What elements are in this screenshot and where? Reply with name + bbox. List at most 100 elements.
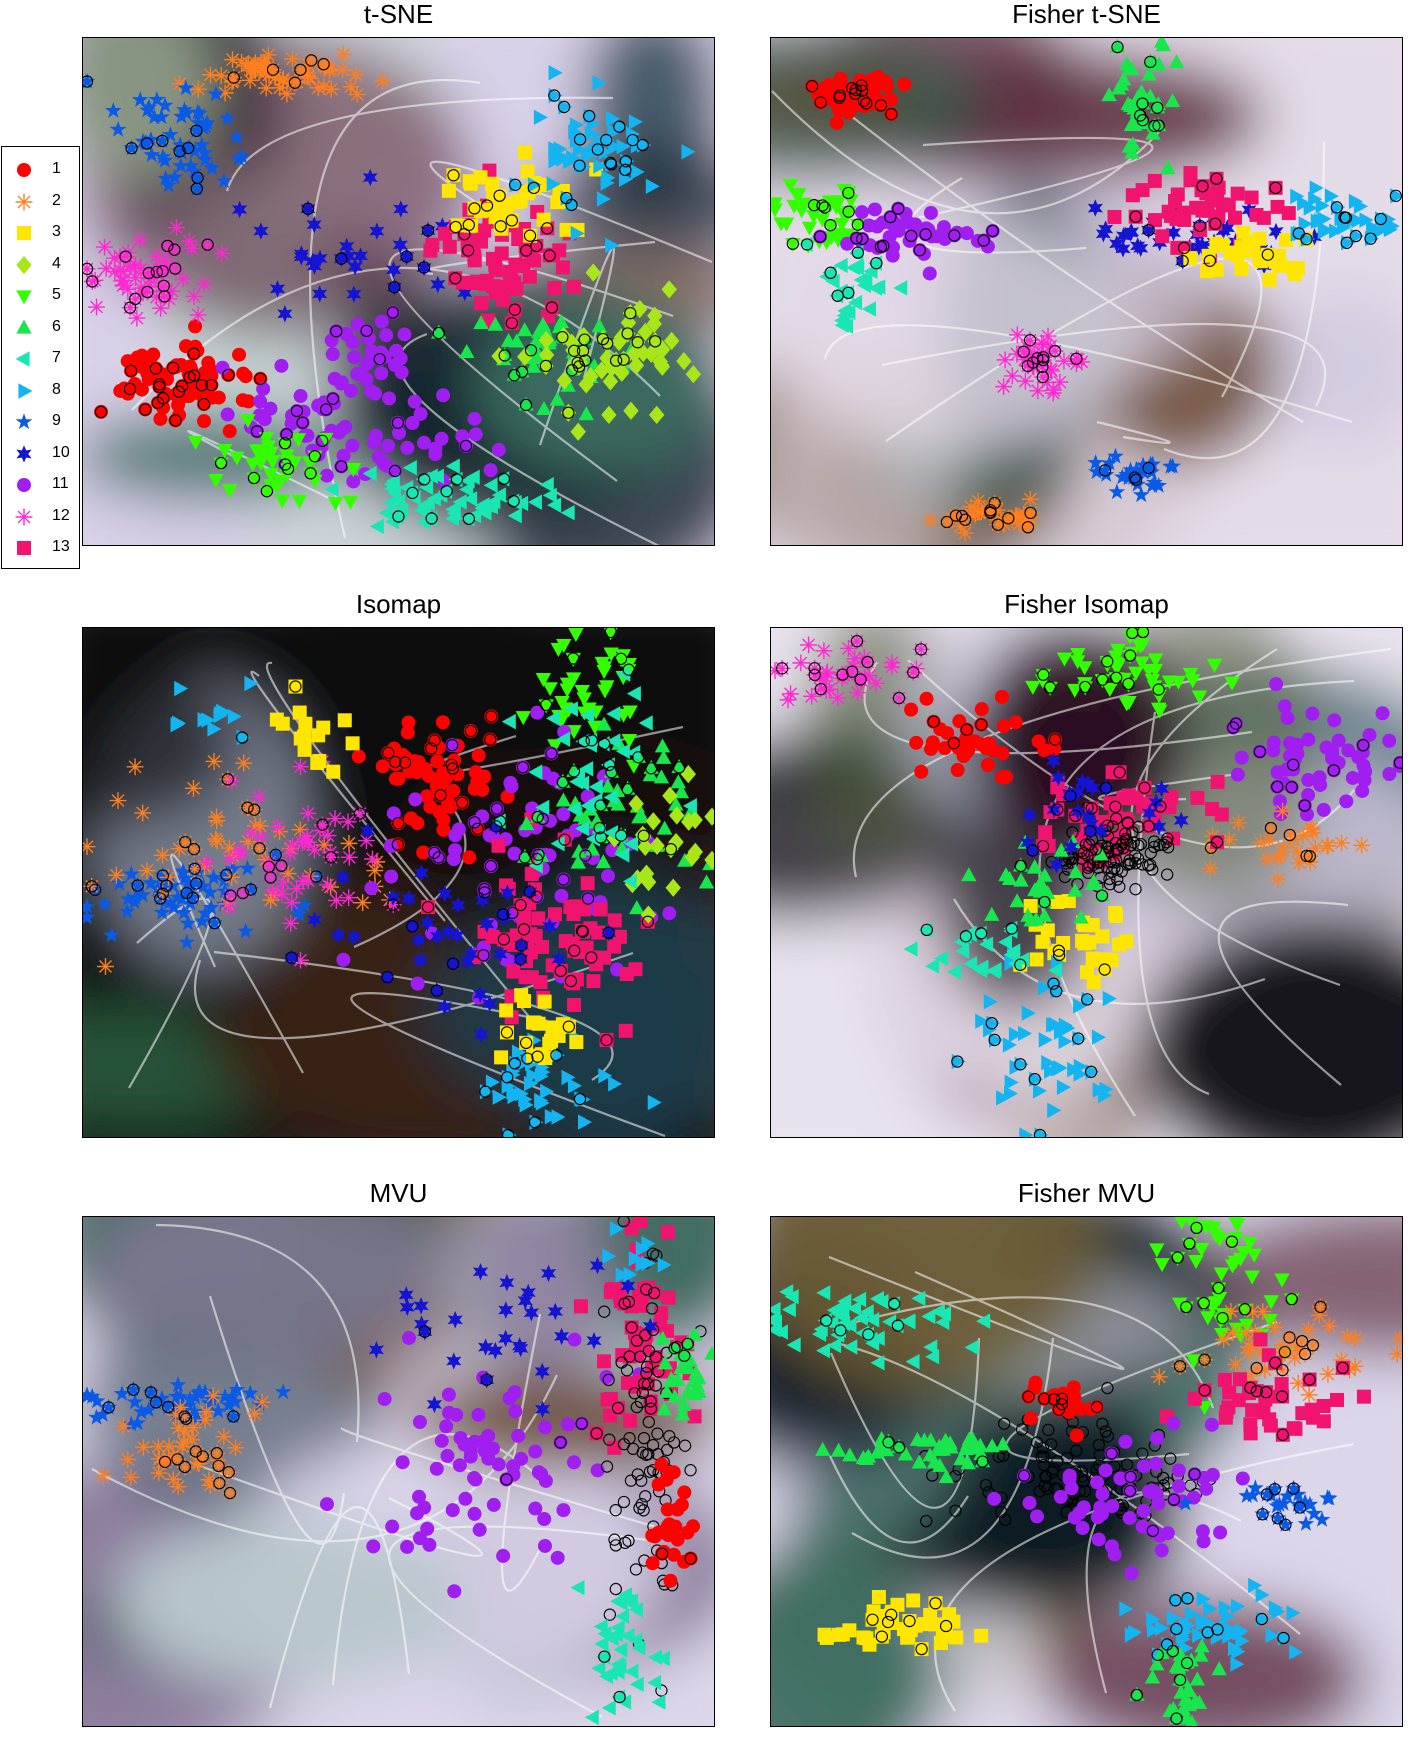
point-class-11	[439, 1419, 454, 1434]
misclassified-ring	[392, 510, 405, 523]
point-class-7	[867, 255, 882, 271]
point-class-7	[998, 934, 1013, 950]
point-class-10	[1141, 221, 1157, 239]
misclassified-ring	[1023, 334, 1037, 347]
point-class-9	[134, 886, 151, 903]
point-class-10	[1046, 752, 1062, 770]
point-class-10	[460, 953, 476, 971]
point-class-7	[402, 460, 417, 476]
point-class-8	[227, 708, 242, 725]
misclassified-ring	[564, 974, 578, 988]
misclassified-ring	[1275, 1390, 1289, 1403]
point-class-2	[299, 67, 317, 85]
point-class-2	[1353, 836, 1371, 854]
point-class-3	[1085, 951, 1100, 966]
point-class-9	[138, 134, 156, 151]
point-class-2	[969, 502, 987, 520]
misclassified-ring	[1212, 1281, 1225, 1295]
misclassified-ring	[1111, 40, 1124, 54]
point-class-12	[160, 290, 178, 308]
misclassified-ring	[557, 873, 570, 886]
misclassified-ring	[1070, 352, 1083, 365]
misclassified-point	[609, 1504, 622, 1517]
misclassified-ring	[1167, 1493, 1181, 1506]
point-class-10	[1075, 772, 1091, 791]
legend-label: 1	[52, 160, 61, 177]
misclassified-ring	[1271, 780, 1284, 793]
misclassified-ring	[1170, 1712, 1183, 1725]
point-class-2	[196, 1411, 214, 1429]
point-class-7	[391, 493, 406, 510]
misclassified-ring	[1340, 236, 1353, 249]
point-class-10	[404, 917, 420, 936]
point-class-7	[495, 471, 510, 487]
point-class-3	[485, 176, 500, 191]
misclassified-ring	[614, 652, 628, 665]
point-class-6	[643, 759, 659, 774]
point-class-5	[187, 435, 204, 450]
legend-label: 10	[52, 443, 70, 461]
point-class-5	[596, 664, 612, 679]
point-class-6	[998, 867, 1014, 882]
misclassified-ring	[1096, 673, 1109, 686]
point-class-2	[1388, 1345, 1402, 1363]
point-class-12	[299, 805, 317, 822]
legend-label: 2	[52, 191, 61, 209]
misclassified-point	[630, 1400, 644, 1414]
point-class-7	[622, 873, 637, 890]
point-class-1	[201, 370, 216, 385]
point-class-8	[548, 87, 563, 104]
legend-entry-4: 4	[2, 250, 81, 280]
misclassified-point	[646, 1247, 660, 1260]
point-class-5	[515, 711, 531, 726]
point-class-3	[933, 1636, 948, 1650]
point-class-3	[1029, 952, 1044, 967]
misclassified-ring	[1098, 963, 1111, 976]
point-class-7	[616, 666, 631, 682]
point-class-4	[611, 332, 627, 352]
point-class-8	[615, 1267, 630, 1283]
point-class-13	[1177, 212, 1192, 227]
point-class-7	[962, 926, 977, 943]
misclassified-ring	[382, 746, 395, 760]
point-class-2	[257, 79, 275, 97]
point-class-12	[221, 899, 238, 916]
point-class-2	[170, 1419, 187, 1437]
point-class-6	[1170, 1659, 1187, 1674]
misclassified-ring	[241, 801, 254, 814]
point-class-8	[623, 1266, 638, 1283]
misclassified-point	[1127, 836, 1140, 849]
misclassified-point	[635, 1498, 648, 1511]
point-class-6	[610, 796, 626, 811]
point-class-9	[1150, 476, 1167, 493]
point-class-2	[154, 846, 171, 864]
point-class-3	[871, 1589, 886, 1604]
misclassified-ring	[684, 1552, 697, 1565]
misclassified-ring	[1177, 241, 1191, 255]
point-class-5	[1262, 1313, 1278, 1328]
point-class-11	[386, 806, 401, 821]
point-class-10	[1098, 779, 1114, 797]
point-class-3	[874, 1629, 889, 1644]
point-class-2	[1274, 802, 1291, 820]
misclassified-ring	[125, 141, 138, 155]
point-class-10	[517, 1292, 533, 1310]
point-class-5	[1067, 683, 1083, 698]
misclassified-point	[639, 1490, 652, 1503]
point-class-6	[1130, 89, 1146, 104]
point-class-8	[616, 138, 631, 155]
misclassified-ring	[156, 869, 170, 882]
point-class-3	[538, 1051, 553, 1066]
point-class-3	[569, 1035, 584, 1050]
point-class-11	[379, 328, 394, 343]
point-class-7	[852, 1291, 867, 1308]
point-class-13	[661, 1290, 676, 1305]
point-class-8	[558, 99, 573, 115]
point-class-9	[1088, 463, 1105, 480]
point-class-3	[1056, 935, 1071, 950]
point-class-10	[496, 908, 512, 927]
misclassified-ring	[988, 1033, 1001, 1047]
point-class-7	[426, 490, 441, 507]
point-class-13	[623, 1413, 638, 1428]
point-class-6	[1032, 883, 1049, 898]
